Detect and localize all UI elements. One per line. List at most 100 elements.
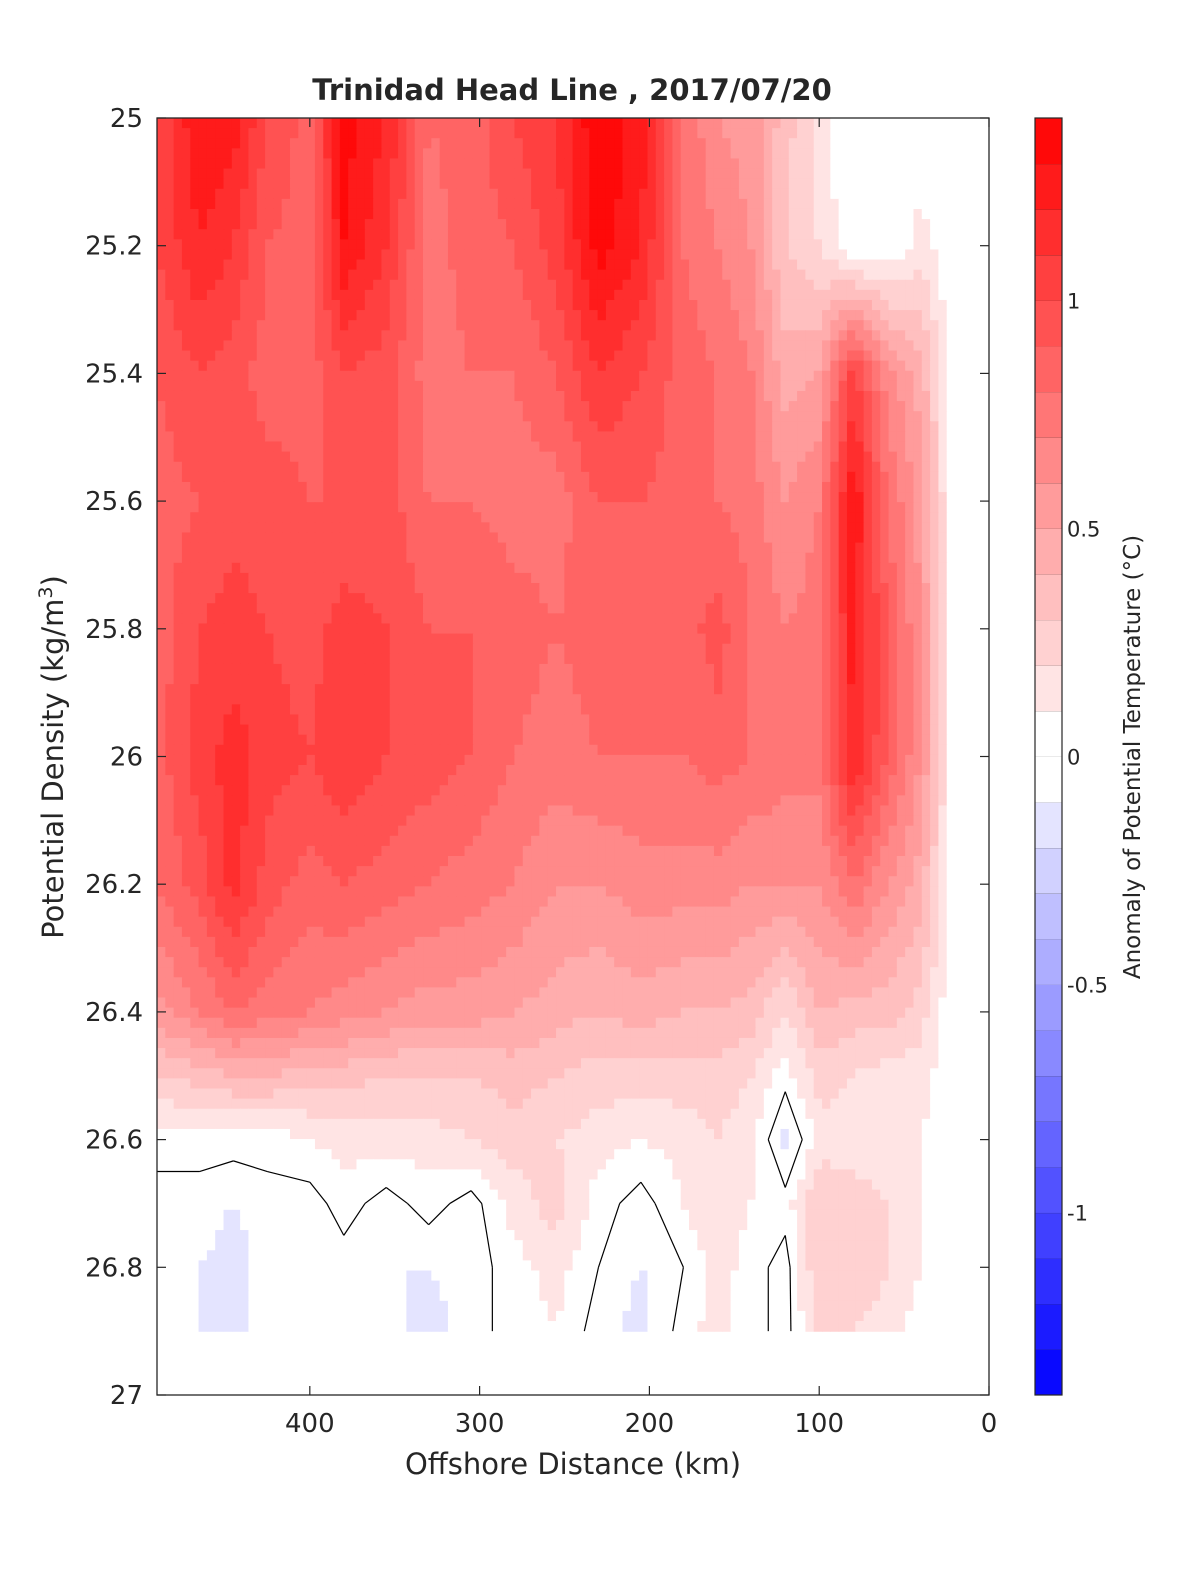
contour-cell — [464, 583, 474, 594]
contour-cell — [738, 259, 748, 271]
contour-cell — [439, 239, 449, 251]
contour-cell — [705, 208, 715, 220]
contour-cell — [464, 229, 474, 240]
contour-cell — [780, 562, 790, 574]
contour-cell — [921, 259, 931, 271]
contour-cell — [672, 299, 682, 311]
contour-cell — [763, 178, 773, 190]
contour-cell — [838, 320, 848, 331]
contour-cell — [830, 350, 840, 362]
contour-cell — [888, 178, 898, 190]
contour-cell — [905, 208, 915, 220]
contour-cell — [630, 380, 640, 392]
contour-cell — [472, 320, 482, 331]
contour-cell — [738, 198, 748, 210]
contour-cell — [855, 451, 865, 463]
contour-cell — [647, 310, 657, 321]
contour-cell — [298, 118, 308, 129]
contour-cell — [805, 330, 815, 342]
contour-cell — [822, 330, 831, 342]
contour-cell — [298, 613, 308, 625]
contour-cell — [157, 512, 166, 523]
contour-cell — [406, 229, 416, 240]
contour-cell — [805, 461, 815, 473]
contour-cell — [813, 198, 823, 210]
contour-cell — [497, 188, 507, 200]
contour-cell — [248, 532, 258, 544]
contour-cell — [223, 390, 233, 402]
contour-cell — [680, 320, 690, 331]
contour-cell — [439, 340, 449, 352]
contour-cell — [522, 532, 532, 544]
contour-cell — [165, 492, 175, 503]
contour-cell — [772, 633, 782, 645]
contour-cell — [298, 492, 308, 503]
contour-cell — [215, 471, 225, 483]
contour-cell — [456, 441, 466, 453]
contour-cell — [331, 299, 341, 311]
contour-cell — [871, 451, 881, 463]
contour-cell — [713, 148, 723, 160]
contour-cell — [215, 138, 225, 149]
contour-cell — [946, 623, 956, 635]
contour-cell — [896, 411, 906, 422]
contour-cell — [722, 279, 732, 291]
contour-cell — [813, 572, 823, 584]
contour-cell — [173, 259, 183, 271]
contour-cell — [456, 178, 466, 190]
contour-cell — [572, 593, 582, 604]
contour-cell — [639, 542, 649, 554]
contour-cell — [248, 370, 258, 382]
contour-cell — [705, 572, 715, 584]
contour-cell — [331, 401, 341, 412]
contour-cell — [281, 219, 291, 230]
contour-cell — [680, 512, 690, 523]
contour-cell — [905, 330, 915, 342]
contour-cell — [730, 289, 740, 301]
contour-cell — [314, 320, 324, 331]
contour-cell — [281, 593, 291, 604]
contour-cell — [738, 340, 748, 352]
contour-cell — [564, 471, 574, 483]
contour-cell — [265, 289, 274, 301]
contour-cell — [506, 158, 516, 170]
contour-cell — [447, 502, 457, 513]
contour-cell — [273, 259, 283, 271]
contour-cell — [439, 249, 449, 261]
contour-cell — [339, 522, 349, 534]
contour-cell — [846, 623, 856, 635]
contour-cell — [464, 269, 474, 281]
contour-cell — [813, 128, 823, 139]
contour-cell — [896, 471, 906, 483]
contour-cell — [738, 492, 748, 503]
contour-cell — [514, 572, 524, 584]
contour-cell — [938, 320, 948, 331]
contour-cell — [664, 583, 673, 594]
contour-cell — [514, 583, 524, 594]
contour-cell — [389, 188, 399, 200]
contour-cell — [805, 390, 815, 402]
contour-cell — [722, 552, 732, 564]
contour-cell — [713, 471, 723, 483]
contour-cell — [830, 441, 840, 453]
contour-cell — [248, 269, 258, 281]
contour-cell — [439, 138, 449, 149]
contour-cell — [414, 299, 424, 311]
contour-cell — [689, 532, 698, 544]
contour-cell — [580, 451, 590, 463]
contour-cell — [930, 118, 940, 129]
contour-cell — [423, 229, 432, 240]
contour-cell — [273, 492, 283, 503]
contour-cell — [240, 340, 250, 352]
contour-cell — [605, 188, 615, 200]
contour-cell — [722, 188, 732, 200]
contour-cell — [888, 471, 898, 483]
contour-cell — [456, 198, 466, 210]
contour-cell — [564, 138, 574, 149]
contour-cell — [165, 310, 175, 321]
contour-cell — [298, 380, 308, 392]
contour-cell — [564, 633, 574, 645]
contour-cell — [190, 208, 200, 220]
contour-cell — [930, 229, 940, 240]
contour-cell — [165, 421, 175, 432]
